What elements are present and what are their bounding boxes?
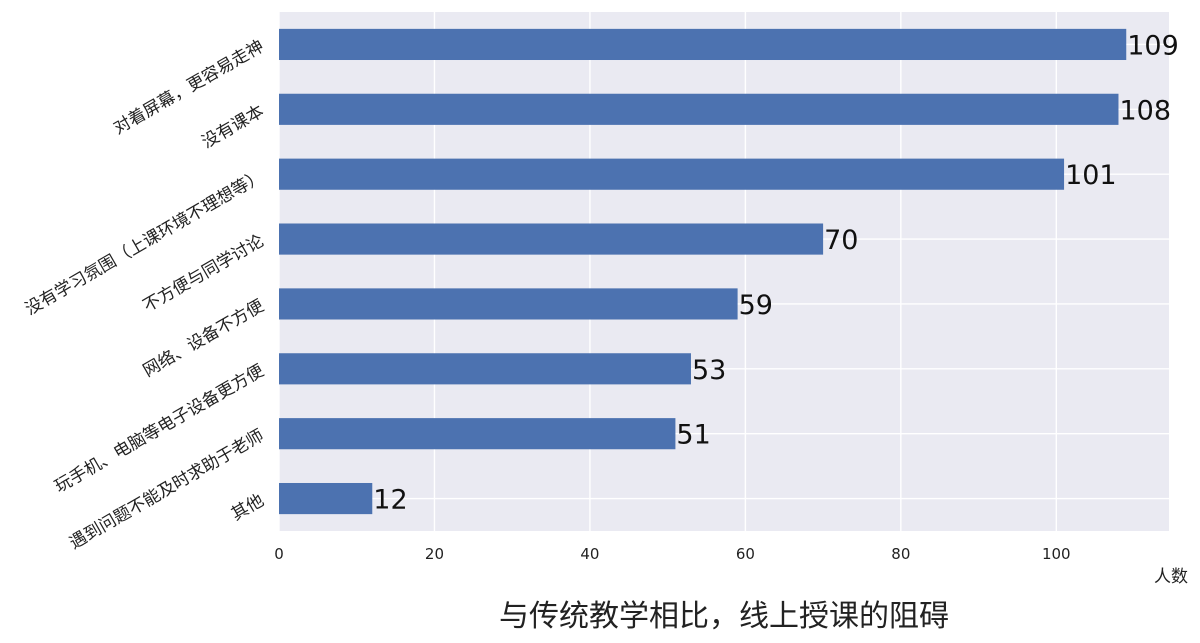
category-label: 玩手机、电脑等电子设备更方便 xyxy=(51,361,267,497)
bar xyxy=(279,28,1127,61)
value-label: 59 xyxy=(739,290,773,321)
x-tick-label: 80 xyxy=(891,545,910,563)
bar xyxy=(279,482,373,515)
value-label: 109 xyxy=(1127,30,1179,61)
bars xyxy=(279,28,1127,515)
category-label: 遇到问题不能及时求助于老师 xyxy=(66,426,267,554)
x-tick-labels: 0 20 40 60 80 100 xyxy=(274,545,1070,563)
value-label: 108 xyxy=(1119,95,1171,126)
category-labels: 对着屏幕，更容易走神没有课本没有学习氛围（上课环境不理想等）不方便与同学讨论网络… xyxy=(22,36,268,553)
bar xyxy=(279,288,738,320)
bar xyxy=(279,353,691,385)
bar xyxy=(279,418,676,450)
x-axis-label: 人数 xyxy=(1154,567,1188,587)
x-tick-label: 0 xyxy=(274,545,284,563)
value-label: 51 xyxy=(676,420,710,451)
value-label: 53 xyxy=(692,355,726,386)
value-label: 70 xyxy=(824,225,858,256)
bar xyxy=(279,158,1065,190)
x-tick-label: 60 xyxy=(736,545,755,563)
value-labels: 109 108 101 70 59 53 51 12 xyxy=(373,30,1179,515)
value-label: 101 xyxy=(1065,160,1117,191)
chart-title: 与传统教学相比，线上授课的阻碍 xyxy=(499,599,949,634)
category-label: 没有课本 xyxy=(199,101,268,152)
value-label: 12 xyxy=(373,485,407,516)
bar xyxy=(279,93,1119,125)
x-tick-label: 20 xyxy=(425,545,444,563)
x-tick-label: 100 xyxy=(1042,545,1071,563)
category-label: 其他 xyxy=(228,491,267,525)
plot-area xyxy=(279,12,1169,531)
x-tick-label: 40 xyxy=(580,545,599,563)
bar xyxy=(279,223,824,255)
